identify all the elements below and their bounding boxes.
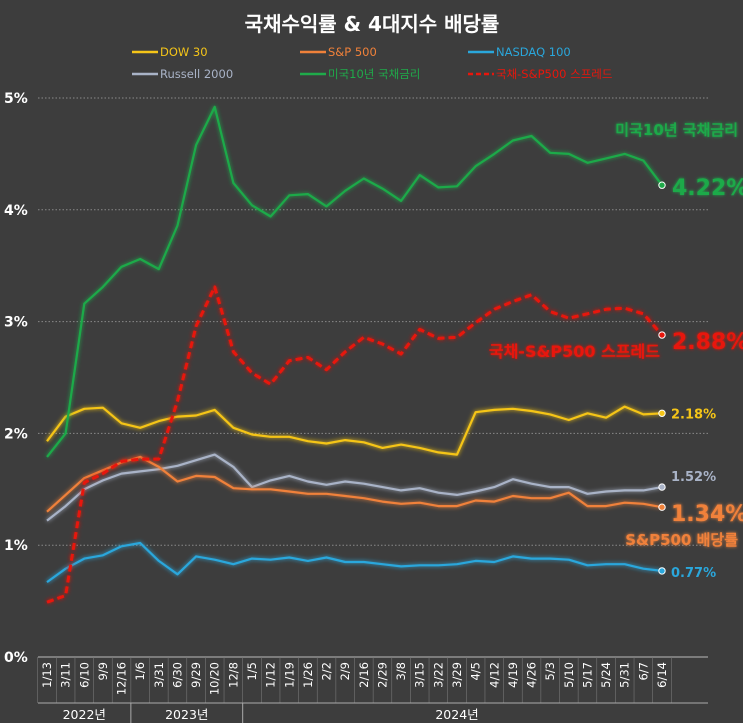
legend-label: DOW 30 [160,45,208,59]
series-annotation-label: S&P500 배당률 [625,531,738,549]
year-label: 2023년 [165,707,208,722]
x-tick-label: 6/10 [77,662,91,688]
series-endpoint [658,409,666,417]
x-tick-label: 4/19 [506,662,520,688]
x-tick-label: 3/31 [152,662,166,688]
legend-label: NASDAQ 100 [496,45,571,59]
x-tick-label: 5/10 [562,662,576,688]
x-tick-label: 9/9 [96,662,110,681]
value-label: 4.22% [672,176,743,201]
value-label: 2.18% [671,407,716,422]
y-axis: 0% 1% 2% 3% 4% 5% [4,91,28,666]
series-endpoint [658,503,666,511]
y-tick-label: 1% [4,538,28,554]
y-tick-label: 0% [4,650,28,666]
legend-label: Russell 2000 [160,67,233,81]
x-tick-label: 3/22 [431,662,445,688]
x-tick-label: 3/8 [394,662,408,681]
value-label: 2.88% [672,330,743,355]
series-line [46,405,663,456]
x-tick-label: 12/8 [226,662,240,688]
x-tick-label: 3/15 [413,662,427,688]
x-tick-label: 6/14 [655,662,669,688]
x-tick-label: 2/29 [375,662,389,688]
legend: DOW 30 S&P 500 NASDAQ 100 Russell 2000 미국10년… [132,45,612,81]
x-tick-label: 2/16 [357,662,371,688]
x-tick-label: 9/29 [189,662,203,688]
series-line [46,453,663,522]
x-tick-label: 5/24 [599,662,613,688]
annotations: 4.22% 미국10년 국채금리 2.88% 국채-S&P500 스프레드 2.18% 1… [489,121,743,581]
x-tick-label: 1/26 [301,662,315,688]
legend-label: S&P 500 [328,45,377,59]
y-tick-label: 3% [4,315,28,331]
series-line [46,285,664,604]
x-tick-label: 6/7 [636,662,650,681]
x-tick-label: 1/6 [133,662,147,681]
x-tick-label: 6/30 [170,662,184,688]
series-endpoint [658,483,666,491]
value-label: 1.52% [671,470,716,485]
y-tick-label: 2% [4,426,28,442]
x-tick-label: 4/5 [469,662,483,681]
x-tick-label: 4/26 [525,662,539,688]
series-endpoint [658,567,666,575]
y-tick-label: 5% [4,91,28,107]
x-tick-label: 12/16 [115,662,129,695]
x-axis: 1/13 3/11 6/10 9/9 12/16 1/6 3/31 6/30 9/29 10/20… [37,657,708,723]
x-tick-label: 4/12 [487,662,501,688]
series-line [46,541,663,583]
x-tick-label: 3/29 [450,662,464,688]
x-tick-label: 5/17 [580,662,594,688]
series-endpoint [658,181,666,189]
series-annotation-label: 국채-S&P500 스프레드 [489,342,660,361]
series-line [46,105,663,458]
x-tick-label: 3/11 [59,662,73,688]
series-endpoint [658,331,666,339]
series-layer [46,105,666,604]
x-tick-label: 10/20 [208,662,222,695]
legend-label: 국채-S&P500 스프레드 [496,67,612,81]
series-annotation-label: 미국10년 국채금리 [615,121,738,139]
year-label: 2022년 [63,707,106,722]
x-tick-label: 1/5 [245,662,259,681]
value-label: 0.77% [671,566,716,581]
x-tick-label: 5/31 [618,662,632,688]
x-tick-label: 5/3 [543,662,557,681]
y-tick-label: 4% [4,203,28,219]
legend-label: 미국10년 국채금리 [328,67,420,81]
series-line [46,455,663,513]
chart-title: 국채수익률 & 4대지수 배당률 [245,12,500,36]
year-label: 2024년 [435,707,478,722]
x-tick-label: 2/2 [320,662,334,681]
x-tick-label: 1/12 [264,662,278,688]
x-tick-label: 1/19 [282,662,296,688]
x-tick-label: 1/13 [40,662,54,688]
value-label: 1.34% [671,502,743,527]
x-tick-label: 2/9 [338,662,352,681]
